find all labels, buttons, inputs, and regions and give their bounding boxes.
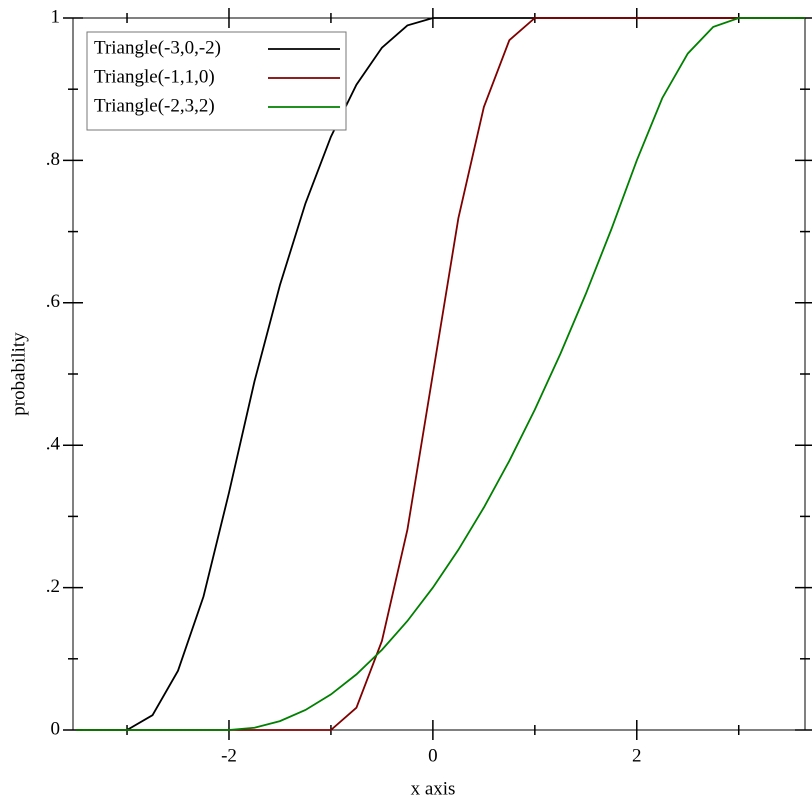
- y-tick-label: .8: [46, 149, 60, 170]
- y-tick-label: 0: [51, 718, 61, 739]
- legend-label: Triangle(-3,0,-2): [94, 37, 221, 58]
- y-tick-label: .4: [46, 434, 61, 455]
- x-tick-label: 0: [428, 745, 438, 766]
- series-line: [76, 17, 805, 731]
- legend-label: Triangle(-1,1,0): [94, 66, 215, 87]
- x-tick-label: -2: [221, 745, 237, 766]
- x-tick-label: 2: [632, 745, 642, 766]
- y-tick-label: .6: [46, 291, 60, 312]
- legend-label: Triangle(-2,3,2): [94, 95, 215, 116]
- y-axis-label: probability: [8, 332, 29, 416]
- y-tick-label: .2: [46, 576, 60, 597]
- y-tick-label: 1: [51, 6, 61, 27]
- x-axis-label: x axis: [411, 778, 456, 799]
